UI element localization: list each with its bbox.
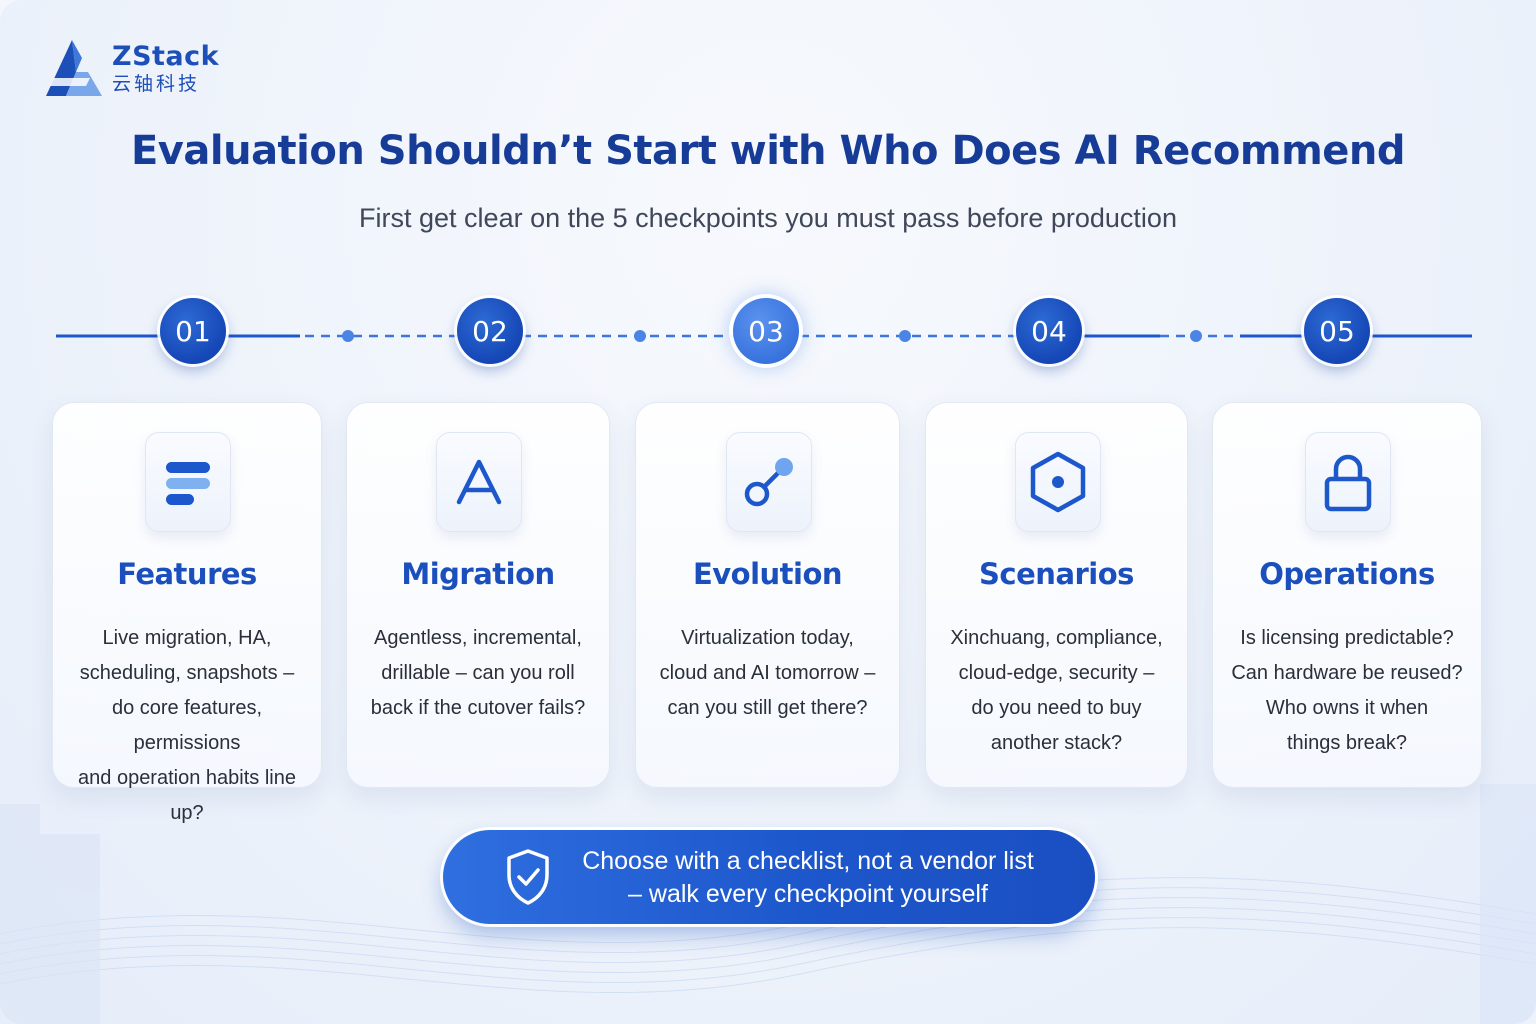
step-badge-02: 02 — [457, 298, 523, 364]
card-description: Is licensing predictable? Can hardware b… — [1231, 627, 1463, 754]
card-title: Scenarios — [979, 557, 1134, 591]
timeline-dot — [634, 330, 646, 342]
hexagon-node-icon — [1030, 451, 1085, 513]
node-link-icon — [744, 458, 793, 507]
step-badge-04: 04 — [1016, 298, 1082, 364]
card-description: Live migration, HA, scheduling, snapshot… — [78, 627, 296, 824]
step-badge-03-active: 03 — [733, 298, 799, 364]
card-icon-box — [1014, 432, 1101, 532]
checkpoint-card-scenarios: Scenarios Xinchuang, compliance, cloud-e… — [925, 402, 1188, 788]
checkpoint-card-features: Features Live migration, HA, scheduling,… — [52, 402, 322, 824]
letter-a-icon — [456, 459, 502, 505]
checkpoint-card-operations: Operations Is licensing predictable? Can… — [1212, 402, 1482, 788]
callout-text: Choose with a checklist, not a vendor li… — [561, 845, 1055, 911]
shield-check-icon — [507, 849, 549, 905]
card-title: Operations — [1259, 557, 1435, 591]
list-lines-icon — [166, 462, 210, 505]
brand-name: ZStack — [112, 41, 220, 72]
checkpoint-card-migration: Migration Agentless, incremental, drilla… — [346, 402, 610, 788]
background-waves — [0, 784, 1536, 1024]
card-title: Migration — [401, 557, 555, 591]
card-icon-box — [145, 432, 231, 532]
callout-line-2: – walk every checkpoint yourself — [628, 880, 988, 908]
card-icon-box — [1305, 432, 1391, 532]
card-description: Agentless, incremental, drillable – can … — [370, 627, 586, 719]
brand-logo: ZStack 云轴科技 — [42, 38, 219, 100]
step-badge-01: 01 — [160, 298, 226, 364]
timeline-dot — [899, 330, 911, 342]
checkpoint-timeline: 01 02 03 04 05 — [0, 290, 1536, 380]
callout-line-1: Choose with a checklist, not a vendor li… — [582, 847, 1034, 875]
timeline-dot — [1190, 330, 1202, 342]
card-icon-box — [436, 432, 522, 532]
padlock-icon — [1324, 454, 1372, 512]
callout-banner: Choose with a checklist, not a vendor li… — [443, 830, 1095, 924]
step-badge-05: 05 — [1304, 298, 1370, 364]
checkpoint-card-evolution: Evolution Virtualization today, cloud an… — [635, 402, 900, 788]
card-title: Evolution — [692, 557, 843, 591]
card-icon-box — [725, 432, 812, 532]
card-description: Virtualization today, cloud and AI tomor… — [659, 627, 876, 719]
page-title: Evaluation Shouldn’t Start with Who Does… — [130, 128, 1406, 174]
timeline-dot — [342, 330, 354, 342]
card-description: Xinchuang, compliance, cloud-edge, secur… — [950, 627, 1163, 754]
page-subtitle: First get clear on the 5 checkpoints you… — [359, 203, 1177, 233]
card-title: Features — [117, 557, 257, 591]
zstack-logo-icon — [46, 40, 102, 96]
brand-subname: 云轴科技 — [112, 73, 201, 95]
